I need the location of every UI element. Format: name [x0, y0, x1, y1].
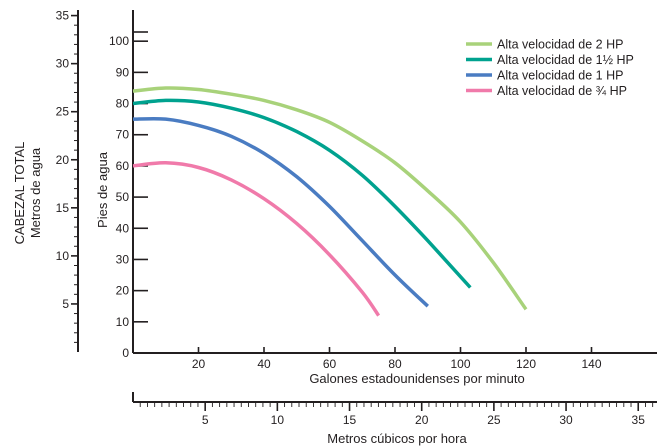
x-tick-label: 100 [450, 357, 470, 371]
y-axis-title: Pies de agua [95, 151, 110, 228]
legend-label-4: Alta velocidad de ¾ HP [497, 84, 627, 98]
x-tick-label: 60 [323, 357, 337, 371]
legend-label-1: Alta velocidad de 2 HP [497, 38, 623, 52]
secondary-x-tick-label: 10 [271, 413, 285, 427]
legend-label-2: Alta velocidad de 1½ HP [497, 53, 634, 67]
secondary-x-tick-label: 20 [415, 413, 429, 427]
secondary-x-title: Metros cúbicos por hora [327, 431, 467, 446]
y-tick-label: 50 [116, 190, 130, 204]
x-tick-label: 80 [388, 357, 402, 371]
secondary-y-tick-label: 20 [56, 153, 70, 167]
y-tick-label: 90 [116, 65, 130, 79]
y-tick-label: 70 [116, 128, 130, 142]
secondary-x-tick-label: 30 [559, 413, 573, 427]
x-axis-title: Galones estadounidenses por minuto [309, 371, 524, 386]
y-tick-label: 60 [116, 159, 130, 173]
secondary-x-tick-label: 25 [487, 413, 501, 427]
y-tick-label: 100 [109, 34, 129, 48]
series-line-1 [132, 86, 528, 311]
y-tick-label: 40 [116, 221, 130, 235]
secondary-y-subtitle: Metros de agua [28, 147, 43, 238]
secondary-x-tick-label: 15 [343, 413, 357, 427]
secondary-y-tick-label: 5 [62, 297, 69, 311]
y-tick-label: 10 [116, 315, 130, 329]
secondary-y-tick-label: 10 [56, 249, 70, 263]
series-line-3 [132, 116, 430, 308]
y-tick-label: 0 [122, 346, 129, 360]
secondary-y-tick-label: 35 [56, 9, 70, 23]
secondary-x-tick-label: 35 [632, 413, 646, 427]
y-tick-label: 20 [116, 284, 130, 298]
x-tick-label: 120 [516, 357, 536, 371]
x-tick-label: 20 [192, 357, 206, 371]
secondary-y-tick-label: 25 [56, 105, 70, 119]
x-tick-label: 40 [257, 357, 271, 371]
y-tick-label: 30 [116, 252, 130, 266]
legend-label-3: Alta velocidad de 1 HP [497, 69, 623, 83]
y-tick-label: 80 [116, 97, 130, 111]
secondary-y-tick-label: 30 [56, 57, 70, 71]
x-tick-label: 140 [581, 357, 601, 371]
series-line-4 [132, 161, 381, 317]
secondary-y-tick-label: 15 [56, 201, 70, 215]
secondary-x-tick-label: 5 [202, 413, 209, 427]
secondary-y-title: CABEZAL TOTAL [12, 142, 27, 245]
series-line-2 [132, 98, 472, 289]
